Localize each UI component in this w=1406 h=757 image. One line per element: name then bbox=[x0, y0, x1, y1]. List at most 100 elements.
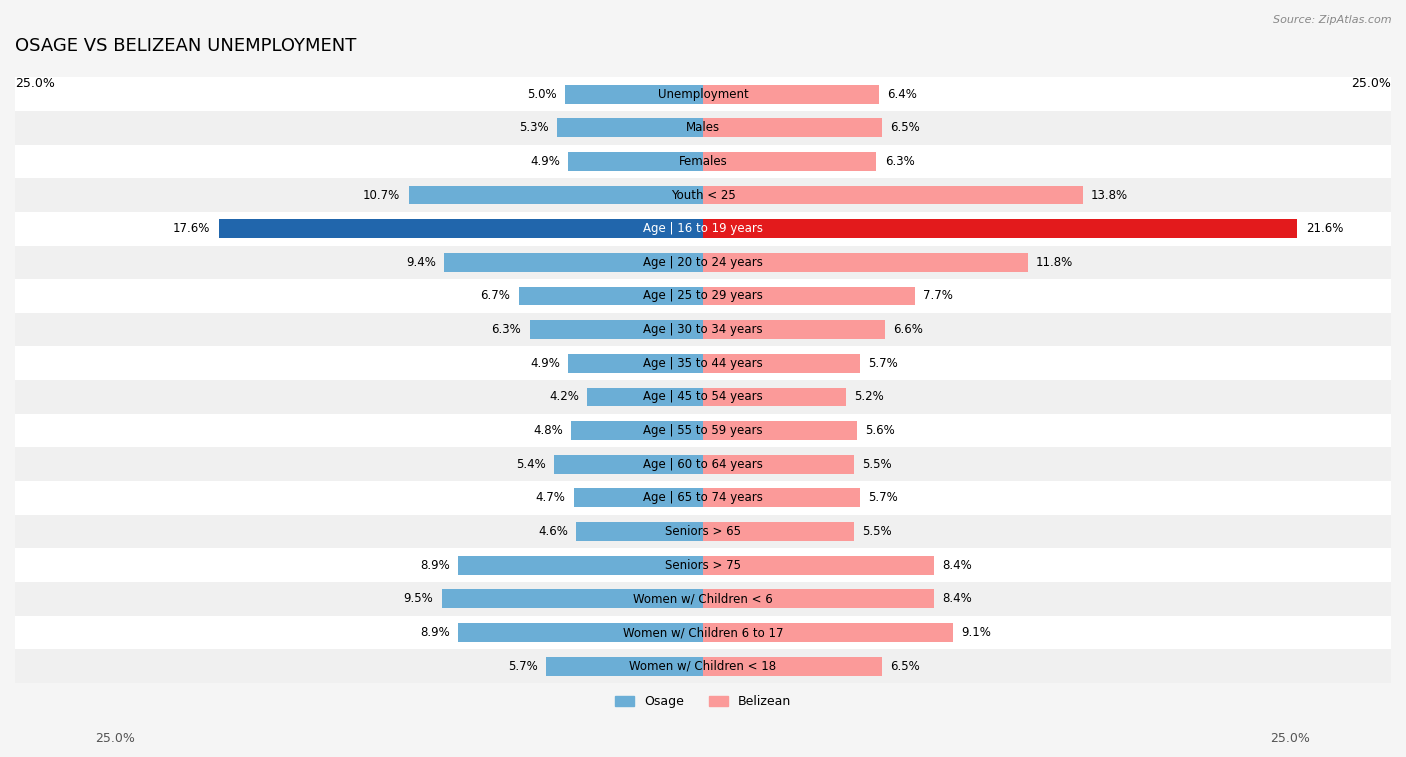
Text: Women w/ Children < 6: Women w/ Children < 6 bbox=[633, 593, 773, 606]
Text: 6.7%: 6.7% bbox=[481, 289, 510, 303]
Text: 4.9%: 4.9% bbox=[530, 155, 560, 168]
Bar bbox=[458, 556, 703, 575]
Text: 9.1%: 9.1% bbox=[962, 626, 991, 639]
Bar bbox=[568, 354, 703, 372]
Bar bbox=[703, 657, 882, 675]
Bar bbox=[219, 220, 703, 238]
Text: Age | 45 to 54 years: Age | 45 to 54 years bbox=[643, 391, 763, 403]
Bar bbox=[703, 152, 876, 171]
Bar bbox=[15, 313, 1391, 347]
Bar bbox=[703, 220, 1298, 238]
Bar bbox=[703, 488, 860, 507]
Text: 5.5%: 5.5% bbox=[863, 525, 893, 538]
Text: Women w/ Children < 18: Women w/ Children < 18 bbox=[630, 659, 776, 673]
Bar bbox=[15, 481, 1391, 515]
Text: Age | 25 to 29 years: Age | 25 to 29 years bbox=[643, 289, 763, 303]
Text: 4.2%: 4.2% bbox=[550, 391, 579, 403]
Text: 25.0%: 25.0% bbox=[96, 732, 135, 745]
Text: 6.4%: 6.4% bbox=[887, 88, 917, 101]
Text: 8.4%: 8.4% bbox=[942, 593, 972, 606]
Bar bbox=[703, 556, 934, 575]
Bar bbox=[444, 253, 703, 272]
Bar bbox=[15, 447, 1391, 481]
Bar bbox=[15, 347, 1391, 380]
Text: 6.5%: 6.5% bbox=[890, 659, 920, 673]
Text: Source: ZipAtlas.com: Source: ZipAtlas.com bbox=[1274, 14, 1392, 25]
Bar bbox=[557, 118, 703, 137]
Text: Youth < 25: Youth < 25 bbox=[671, 188, 735, 201]
Bar bbox=[568, 152, 703, 171]
Bar bbox=[15, 548, 1391, 582]
Bar bbox=[546, 657, 703, 675]
Text: 21.6%: 21.6% bbox=[1306, 223, 1343, 235]
Text: Age | 30 to 34 years: Age | 30 to 34 years bbox=[643, 323, 763, 336]
Bar bbox=[15, 212, 1391, 245]
Text: Age | 65 to 74 years: Age | 65 to 74 years bbox=[643, 491, 763, 504]
Bar bbox=[703, 320, 884, 339]
Text: 5.7%: 5.7% bbox=[868, 491, 898, 504]
Text: 17.6%: 17.6% bbox=[173, 223, 211, 235]
Text: 25.0%: 25.0% bbox=[15, 77, 55, 90]
Bar bbox=[15, 178, 1391, 212]
Text: 4.9%: 4.9% bbox=[530, 357, 560, 370]
Text: Age | 60 to 64 years: Age | 60 to 64 years bbox=[643, 458, 763, 471]
Bar bbox=[15, 582, 1391, 615]
Text: Females: Females bbox=[679, 155, 727, 168]
Bar bbox=[554, 455, 703, 474]
Bar bbox=[409, 185, 703, 204]
Bar bbox=[15, 515, 1391, 548]
Bar bbox=[703, 388, 846, 407]
Bar bbox=[519, 287, 703, 305]
Text: 9.4%: 9.4% bbox=[406, 256, 436, 269]
Text: 8.9%: 8.9% bbox=[420, 559, 450, 572]
Text: 7.7%: 7.7% bbox=[924, 289, 953, 303]
Bar bbox=[15, 650, 1391, 683]
Bar bbox=[703, 590, 934, 609]
Text: Unemployment: Unemployment bbox=[658, 88, 748, 101]
Text: 5.7%: 5.7% bbox=[868, 357, 898, 370]
Text: 25.0%: 25.0% bbox=[1351, 77, 1391, 90]
Bar bbox=[15, 245, 1391, 279]
Bar bbox=[571, 421, 703, 440]
Text: Age | 55 to 59 years: Age | 55 to 59 years bbox=[643, 424, 763, 437]
Bar bbox=[15, 380, 1391, 414]
Text: 8.4%: 8.4% bbox=[942, 559, 972, 572]
Bar bbox=[703, 623, 953, 642]
Text: 6.5%: 6.5% bbox=[890, 121, 920, 134]
Bar bbox=[441, 590, 703, 609]
Bar bbox=[703, 354, 860, 372]
Text: Seniors > 65: Seniors > 65 bbox=[665, 525, 741, 538]
Text: Males: Males bbox=[686, 121, 720, 134]
Bar bbox=[588, 388, 703, 407]
Bar bbox=[703, 522, 855, 541]
Text: 6.3%: 6.3% bbox=[884, 155, 914, 168]
Text: OSAGE VS BELIZEAN UNEMPLOYMENT: OSAGE VS BELIZEAN UNEMPLOYMENT bbox=[15, 37, 356, 55]
Text: 5.4%: 5.4% bbox=[516, 458, 546, 471]
Text: Age | 16 to 19 years: Age | 16 to 19 years bbox=[643, 223, 763, 235]
Text: 10.7%: 10.7% bbox=[363, 188, 401, 201]
Bar bbox=[703, 287, 915, 305]
Text: Women w/ Children 6 to 17: Women w/ Children 6 to 17 bbox=[623, 626, 783, 639]
Text: 4.8%: 4.8% bbox=[533, 424, 562, 437]
Bar bbox=[15, 111, 1391, 145]
Legend: Osage, Belizean: Osage, Belizean bbox=[610, 690, 796, 713]
Text: 5.3%: 5.3% bbox=[519, 121, 548, 134]
Bar bbox=[15, 414, 1391, 447]
Text: Age | 35 to 44 years: Age | 35 to 44 years bbox=[643, 357, 763, 370]
Text: 25.0%: 25.0% bbox=[1271, 732, 1310, 745]
Text: 6.6%: 6.6% bbox=[893, 323, 922, 336]
Bar bbox=[703, 421, 858, 440]
Bar bbox=[703, 253, 1028, 272]
Text: 5.0%: 5.0% bbox=[527, 88, 557, 101]
Text: 6.3%: 6.3% bbox=[492, 323, 522, 336]
Text: Seniors > 75: Seniors > 75 bbox=[665, 559, 741, 572]
Text: 5.6%: 5.6% bbox=[865, 424, 896, 437]
Bar bbox=[565, 85, 703, 104]
Bar bbox=[458, 623, 703, 642]
Text: 5.5%: 5.5% bbox=[863, 458, 893, 471]
Bar bbox=[574, 488, 703, 507]
Text: 8.9%: 8.9% bbox=[420, 626, 450, 639]
Bar bbox=[703, 85, 879, 104]
Bar bbox=[530, 320, 703, 339]
Text: 13.8%: 13.8% bbox=[1091, 188, 1128, 201]
